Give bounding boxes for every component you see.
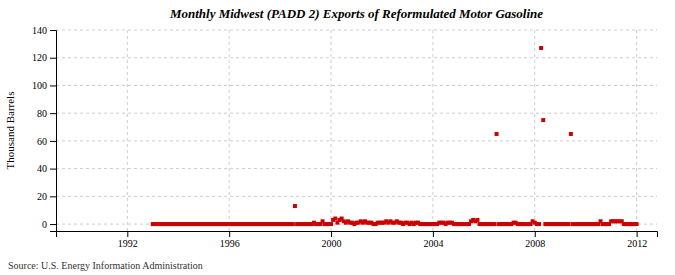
y-grid-line — [56, 113, 657, 114]
point — [291, 222, 295, 226]
y-grid-line — [56, 140, 657, 141]
y-axis-tick-label: 0 — [42, 219, 47, 230]
x-axis-tick: 2012 — [627, 231, 647, 249]
y-axis-tick: 80 — [37, 108, 56, 119]
x-axis-tick-label: 2012 — [627, 238, 647, 249]
x-axis-tick-mark — [331, 231, 332, 237]
y-axis-tick-label: 100 — [32, 80, 47, 91]
x-axis-tick: 2008 — [525, 231, 545, 249]
x-grid-line — [432, 30, 433, 231]
point — [567, 222, 571, 226]
x-axis-tick: 1992 — [118, 231, 138, 249]
chart: 1992 1996 2000 2004 2008 2012 0 20 40 60 80 100 120 1… — [0, 0, 675, 275]
y-axis-tick: 120 — [32, 52, 56, 63]
x-grid-line — [331, 30, 332, 231]
x-grid-line — [229, 30, 230, 231]
y-axis-tick: 140 — [32, 25, 56, 36]
y-axis-tick: 40 — [37, 163, 56, 174]
y-grid-line — [56, 30, 657, 31]
x-axis-tick-label: 1992 — [118, 238, 138, 249]
y-axis-line — [50, 31, 57, 232]
y-axis-tick-label: 120 — [32, 52, 47, 63]
x-grid-line — [636, 30, 637, 231]
x-axis-tick-label: 1996 — [220, 238, 240, 249]
y-grid-line — [56, 196, 657, 197]
x-axis-tick-mark — [535, 231, 536, 237]
point — [293, 204, 297, 208]
point — [635, 222, 639, 226]
y-axis-tick: 20 — [37, 191, 56, 202]
y-axis-tick-mark — [50, 30, 56, 31]
x-grid-line — [534, 30, 535, 231]
point — [537, 222, 541, 226]
y-axis-tick-label: 20 — [37, 191, 47, 202]
x-axis-tick-label: 2004 — [423, 238, 443, 249]
x-axis-tick-label: 2000 — [322, 238, 342, 249]
point — [333, 217, 337, 221]
x-axis-tick-mark — [127, 231, 128, 237]
marks — [151, 46, 639, 226]
y-axis-tick: 60 — [37, 136, 56, 147]
y-axis-tick-label: 80 — [37, 108, 47, 119]
annotation: Source: U.S. Energy Information Administ… — [8, 260, 203, 271]
x-axis-tick-label: 2008 — [525, 238, 545, 249]
y-grid-line — [56, 57, 657, 58]
x-axis-line — [57, 232, 658, 238]
x-axis-tick-mark — [433, 231, 434, 237]
y-axis-tick-label: 40 — [37, 163, 47, 174]
y-axis-tick: 100 — [32, 80, 56, 91]
grid — [56, 30, 657, 231]
y-axis-tick-mark — [50, 141, 56, 142]
plot: 1992 1996 2000 2004 2008 2012 0 20 40 60 80 100 120 1… — [32, 25, 658, 249]
y-axis-tick: 0 — [42, 219, 56, 230]
x-axis-tick-mark — [229, 231, 230, 237]
y-axis-title: Thousand Barrels — [4, 92, 16, 170]
point — [492, 222, 496, 226]
y-axis-tick-label: 60 — [37, 136, 47, 147]
x-axis-tick: 2000 — [322, 231, 342, 249]
y-axis-tick-mark — [50, 196, 56, 197]
x-grid-line — [127, 30, 128, 231]
y-axis-tick-mark — [50, 169, 56, 170]
x-axis-tick-mark — [637, 231, 638, 237]
point — [539, 46, 543, 50]
point — [541, 118, 545, 122]
point — [475, 218, 479, 222]
x-axis-tick: 2004 — [423, 231, 443, 249]
y-axis-tick-mark — [50, 85, 56, 86]
title: Monthly Midwest (PADD 2) Exports of Refo… — [169, 6, 543, 21]
point — [495, 132, 499, 136]
point — [569, 132, 573, 136]
x-axis-tick: 1996 — [220, 231, 240, 249]
y-axis: 0 20 40 60 80 100 120 140 — [32, 25, 57, 232]
y-axis-tick-mark — [50, 224, 56, 225]
point — [329, 222, 333, 226]
y-grid-line — [56, 85, 657, 86]
y-axis-tick-mark — [50, 58, 56, 59]
x-axis: 1992 1996 2000 2004 2008 2012 — [57, 231, 658, 249]
y-axis-tick-label: 140 — [32, 25, 47, 36]
y-axis-tick-mark — [50, 113, 56, 114]
y-grid-line — [56, 168, 657, 169]
